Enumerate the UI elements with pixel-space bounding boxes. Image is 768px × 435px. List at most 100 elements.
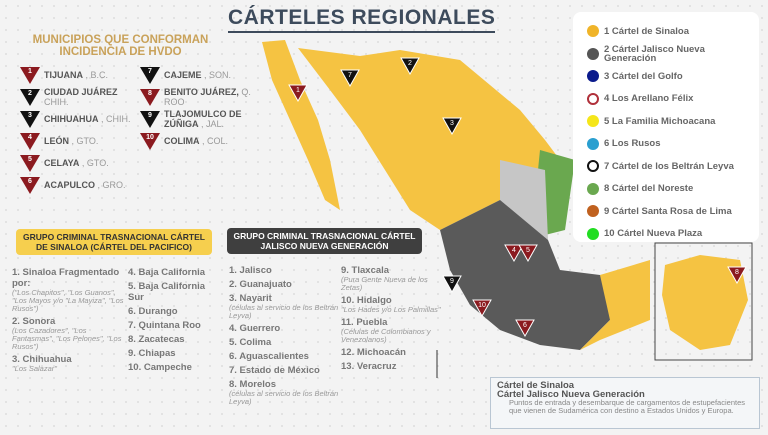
state-item: 2. Sonora (Los Cazadores", "Los Fantasmas… (12, 316, 124, 351)
legend-label: 1 Cártel de Sinaloa (604, 25, 690, 37)
map-marker-label: 8 (735, 269, 739, 276)
municipio-item: 10 COLIMA , COL. (140, 130, 258, 152)
state-item: 3. Nayarit (células al servicio de los Be… (229, 293, 339, 320)
legend-dot-icon (587, 92, 599, 105)
hvdo-marker-number: 6 (28, 177, 32, 185)
hvdo-marker-icon: 6 (20, 176, 40, 194)
state-subgroups: (Los Cazadores", "Los Fantasmas", "Los P… (12, 326, 122, 351)
municipio-item: 6 ACAPULCO , GRO. (20, 174, 138, 196)
cjng-states-col2: 9. Tlaxcala (Pura Gente Nueva de los Zeta… (341, 265, 441, 375)
state-name: 3. Nayarit (229, 293, 272, 304)
hvdo-marker-icon: 5 (20, 154, 40, 172)
map-hvdo-marker (515, 319, 535, 338)
municipios-title: MUNICIPIOS QUE CONFORMAN INCIDENCIA DE H… (32, 34, 209, 58)
hvdo-marker-icon: 1 (20, 66, 40, 84)
hvdo-marker-icon: 7 (140, 66, 160, 84)
state-name: 11. Puebla (341, 317, 388, 328)
state-item: 9. Chiapas (128, 348, 218, 359)
hvdo-marker-number: 8 (148, 89, 152, 97)
municipio-city: TLAJOMULCO DE ZÚÑIGA (164, 109, 242, 129)
legend-item: 2 Cártel Jalisco Nueva Generación (587, 43, 759, 66)
municipio-state: , CHIH. (101, 114, 131, 124)
state-item: 4. Guerrero (229, 323, 339, 334)
municipio-state: , GRO. (97, 180, 126, 190)
municipio-state: Q. ROO (164, 87, 251, 107)
legend-dot-icon (587, 115, 599, 128)
state-item: 6. Durango (128, 306, 218, 317)
state-name: 8. Zacatecas (128, 334, 185, 345)
state-item: 9. Tlaxcala (Pura Gente Nueva de los Zeta… (341, 265, 441, 292)
map-hvdo-marker (504, 244, 524, 263)
state-name: 6. Aguascalientes (229, 351, 309, 362)
state-subgroups: ("Los Chapitos", "Los Guanos", "Los Mayo… (12, 288, 124, 313)
municipio-city: ACAPULCO (44, 180, 95, 190)
state-item: 4. Baja California (128, 267, 218, 278)
state-name: 6. Durango (128, 306, 178, 317)
sinaloa-states-col1: 1. Sinaloa Fragmentado por: ("Los Chapito… (12, 267, 124, 376)
state-item: 11. Puebla (Células de Colombianos y Vene… (341, 317, 441, 344)
cjng-box: GRUPO CRIMINAL TRASNACIONAL CÁRTEL JALIS… (227, 228, 422, 254)
hvdo-marker-icon: 4 (20, 132, 40, 150)
hvdo-marker-icon: 9 (140, 110, 160, 128)
municipios-list-left: 1 TIJUANA , B.C. 2 CIUDAD JUÁREZ CHIH. 3 CHIH… (20, 64, 138, 196)
map-marker-label: 4 (512, 247, 516, 254)
hvdo-marker-number: 2 (28, 89, 32, 97)
state-item: 10. Campeche (128, 362, 218, 373)
legend-label: 10 Cártel Nueva Plaza (604, 228, 703, 240)
map-hvdo-marker (518, 244, 538, 263)
legend-item: 5 La Familia Michoacana (587, 110, 759, 133)
state-item: 6. Aguascalientes (229, 351, 339, 362)
municipio-state: , JAL. (201, 119, 225, 129)
legend-dot-icon (587, 205, 599, 218)
map-hvdo-marker (472, 299, 492, 318)
state-name: 10. Hidalgo (341, 295, 392, 306)
municipio-city: COLIMA (164, 136, 200, 146)
map-marker-label: 7 (348, 72, 352, 79)
state-name: 9. Tlaxcala (341, 265, 390, 276)
legend-dot-icon (587, 182, 599, 195)
state-subgroups: (células al servicio de los Beltrán Leyv… (229, 303, 339, 320)
state-name: 8. Morelos (229, 379, 276, 390)
state-item: 12. Michoacán (341, 347, 441, 358)
hvdo-marker-icon: 2 (20, 88, 40, 106)
legend-dot-icon (587, 160, 599, 173)
municipio-item: 8 BENITO JUÁREZ, Q. ROO (140, 86, 258, 108)
map-marker-label: 9 (450, 278, 454, 285)
municipio-city: TIJUANA (44, 70, 84, 80)
state-name: 12. Michoacán (341, 347, 406, 358)
municipio-state: , GTO. (81, 158, 109, 168)
note-box: Cártel de Sinaloa Cártel Jalisco Nueva G… (490, 377, 760, 429)
hvdo-marker-icon: 3 (20, 110, 40, 128)
hvdo-marker-number: 4 (28, 133, 32, 141)
municipio-item: 2 CIUDAD JUÁREZ CHIH. (20, 86, 138, 108)
municipio-city: CIUDAD JUÁREZ (44, 87, 118, 97)
map-hvdo-marker (442, 275, 462, 294)
state-item: 1. Jalisco (229, 265, 339, 276)
northern-mexico (298, 48, 560, 230)
yucatan-inset (654, 242, 753, 361)
legend-label: 3 Cártel del Golfo (604, 70, 683, 82)
legend-label: 5 La Familia Michoacana (604, 115, 716, 127)
municipio-city: BENITO JUÁREZ, (164, 87, 239, 97)
note-item-sinaloa: Cártel de Sinaloa (497, 380, 575, 391)
municipio-city: CAJEME (164, 70, 202, 80)
municipio-item: 4 LEÓN , GTO. (20, 130, 138, 152)
legend-label: 9 Cártel Santa Rosa de Lima (604, 205, 732, 217)
legend-label: 8 Cártel del Noreste (604, 183, 694, 195)
cartel-legend: 1 Cártel de Sinaloa 2 Cártel Jalisco Nuev… (573, 12, 759, 242)
note-text: Puntos de entrada y desembarque de carga… (509, 398, 745, 415)
cjng-box-title: GRUPO CRIMINAL TRASNACIONAL CÁRTEL JALIS… (227, 228, 422, 254)
map-marker-label: 10 (478, 302, 486, 309)
legend-item: 1 Cártel de Sinaloa (587, 20, 759, 43)
state-subgroups: (Pura Gente Nueva de los Zetas) (341, 275, 428, 292)
state-subgroups: (Células de Colombianos y Venezolanos) (341, 327, 431, 344)
municipio-city: CELAYA (44, 158, 80, 168)
map-hvdo-marker (288, 84, 308, 103)
legend-item: 9 Cártel Santa Rosa de Lima (587, 200, 759, 223)
state-item: 1. Sinaloa Fragmentado por: ("Los Chapito… (12, 267, 124, 313)
municipio-item: 9 TLAJOMULCO DE ZÚÑIGA , JAL. (140, 108, 258, 130)
state-name: 3. Chihuahua (12, 354, 72, 365)
state-name: 4. Baja California (128, 267, 206, 278)
legend-label: 4 Los Arellano Félix (604, 93, 694, 105)
